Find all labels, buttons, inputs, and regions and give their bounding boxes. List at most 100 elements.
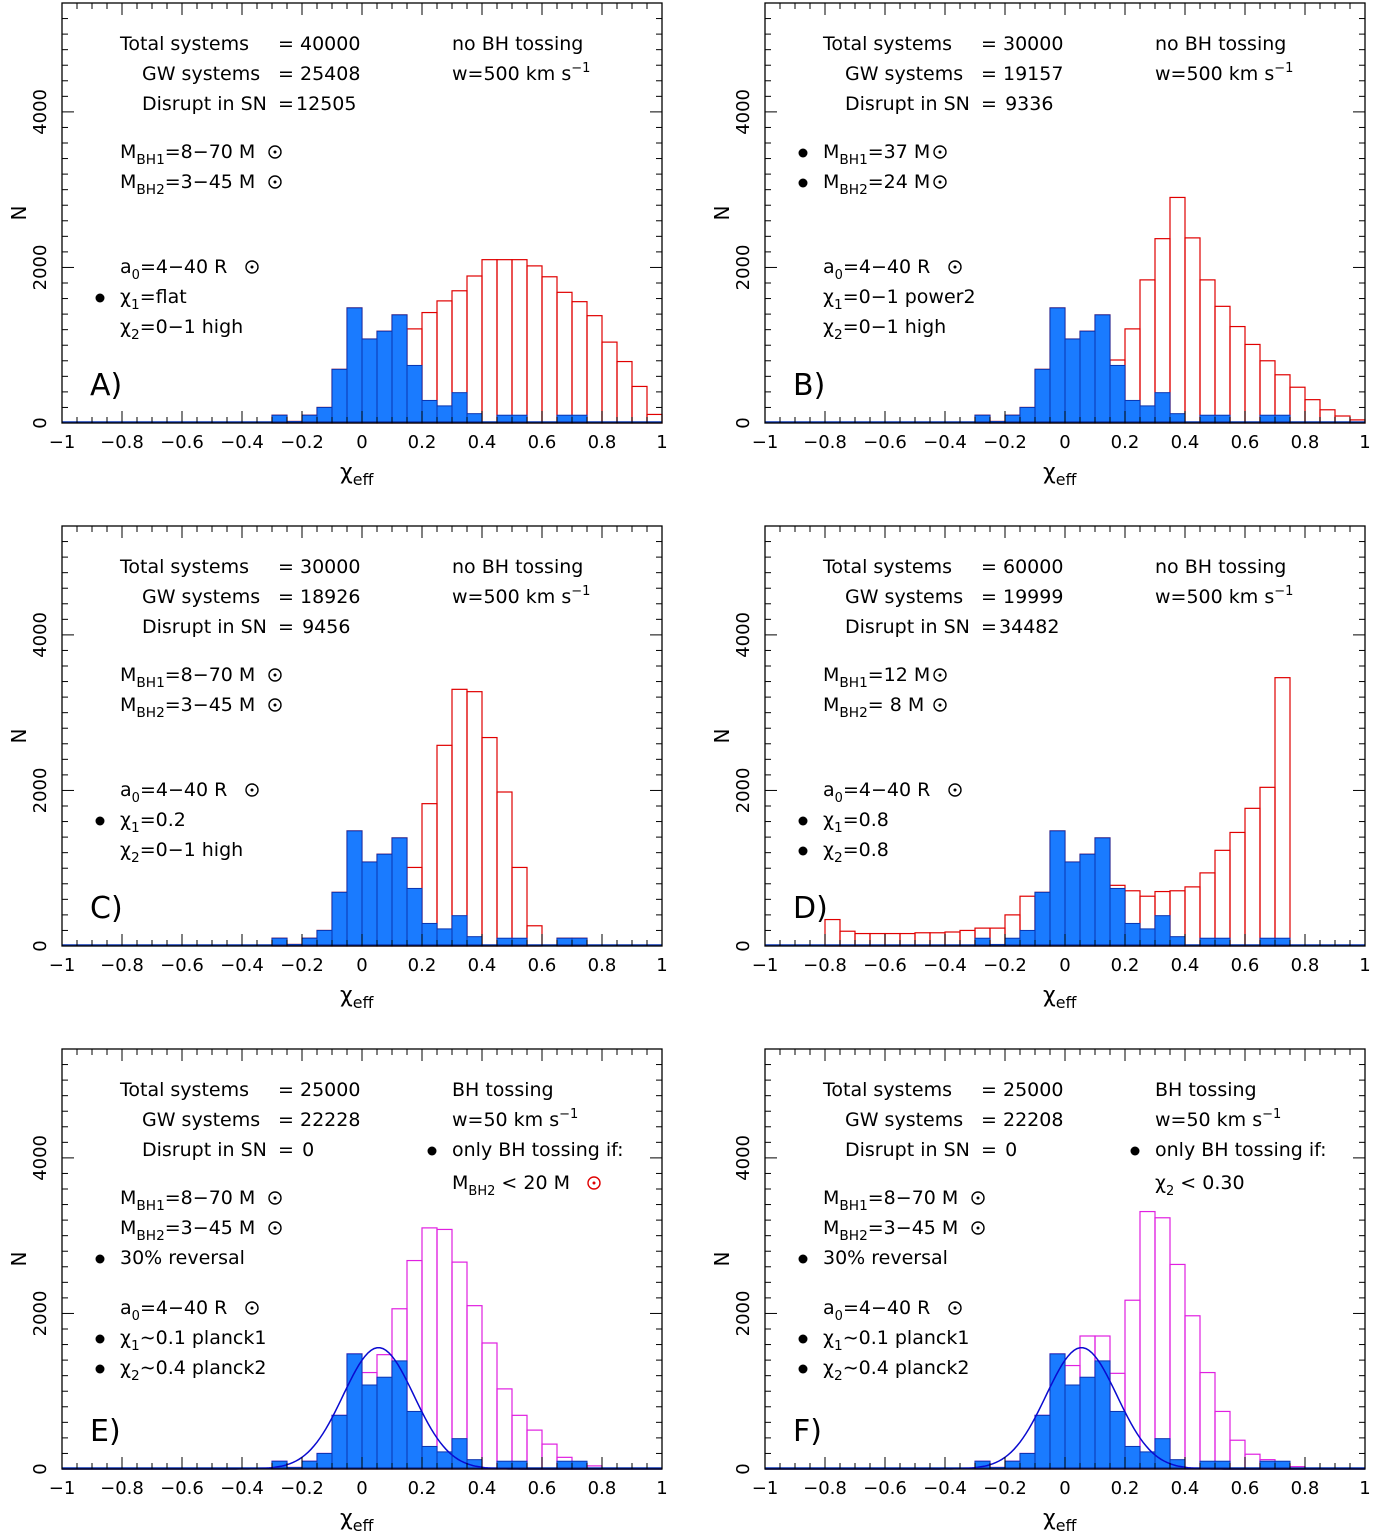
panel-label: C): [90, 891, 123, 926]
x-tick-label: −0.6: [160, 432, 204, 453]
filled-bar: [1079, 330, 1096, 424]
spin-chi1: χ1=0−1 power2: [823, 286, 976, 313]
sun-symbol: [268, 668, 282, 682]
eq: =: [278, 33, 294, 55]
bullet-marker: [798, 816, 808, 826]
bullet-marker: [798, 1254, 808, 1264]
x-tick-label: 0: [356, 432, 367, 453]
open-bar: [1139, 279, 1156, 424]
filled-bar: [1139, 928, 1156, 947]
bullet-marker: [798, 178, 808, 188]
filled-bar: [436, 405, 453, 424]
gw-label: GW systems: [845, 63, 963, 85]
filled-bar: [1109, 1410, 1126, 1470]
x-tick-label: 0.4: [468, 432, 497, 453]
y-axis-label: N: [710, 206, 734, 221]
filled-bar: [1019, 1452, 1036, 1470]
tossing-label: no BH tossing: [1155, 556, 1286, 578]
open-histogram: [271, 1227, 603, 1470]
x-tick-label: 0.2: [1111, 1478, 1140, 1499]
x-tick-label: −0.4: [923, 1478, 967, 1499]
eq: =: [278, 586, 294, 608]
open-bar: [1139, 1210, 1156, 1470]
x-tick-label: −1: [752, 955, 779, 976]
y-tick-label: 2000: [30, 245, 51, 291]
eq: =: [278, 63, 294, 85]
gw-label: GW systems: [845, 586, 963, 608]
kick-velocity: w=50 km s−1: [1155, 1107, 1281, 1131]
x-tick-label: 0.4: [1171, 1478, 1200, 1499]
separation: a0=4−40 R: [120, 1297, 227, 1324]
filled-histogram: [974, 830, 1291, 947]
open-bar: [481, 259, 498, 424]
filled-bar: [1139, 405, 1156, 424]
y-tick-label: 0: [733, 417, 754, 428]
annotation-text: Total systems = 25000 GW systems = 22208 Disru…: [798, 1079, 1327, 1384]
spin-chi2: χ2∼0.4 planck2: [823, 1357, 969, 1384]
toss-condition-value: χ2 < 0.30: [1155, 1172, 1245, 1199]
filled-bar: [1109, 364, 1126, 424]
annotation-text: Total systems = 30000 GW systems = 19157 Disru…: [798, 33, 1293, 343]
total-label: Total systems: [119, 1079, 249, 1101]
x-tick-label: −0.2: [983, 1478, 1027, 1499]
x-tick-label: 0.6: [528, 432, 557, 453]
x-tick-label: −0.2: [280, 432, 324, 453]
x-tick-label: 0.6: [528, 955, 557, 976]
open-bar: [1244, 1453, 1261, 1470]
filled-bar: [1019, 406, 1036, 424]
panel-label: E): [90, 1414, 121, 1449]
gw-value: 22208: [1003, 1109, 1063, 1131]
y-axis-label: N: [7, 1252, 31, 1267]
gw-label: GW systems: [142, 586, 260, 608]
total-value: 30000: [300, 556, 360, 578]
disrupt-label: Disrupt in SN: [845, 1139, 970, 1161]
y-tick-label: 0: [30, 940, 51, 951]
x-tick-label: 0.8: [588, 955, 617, 976]
y-tick-label: 0: [30, 417, 51, 428]
bullet-marker: [427, 1146, 437, 1156]
x-tick-label: 1: [1359, 955, 1370, 976]
filled-bar: [1049, 830, 1066, 947]
tossing-label: no BH tossing: [1155, 33, 1286, 55]
x-tick-label: −1: [752, 432, 779, 453]
eq: =: [278, 1109, 294, 1131]
gw-value: 22228: [300, 1109, 360, 1131]
panel-label: B): [793, 368, 825, 403]
gw-label: GW systems: [142, 63, 260, 85]
disrupt-label: Disrupt in SN: [142, 93, 267, 115]
x-tick-label: −0.6: [863, 955, 907, 976]
open-bar: [1229, 325, 1246, 424]
y-tick-label: 4000: [733, 89, 754, 135]
spin-chi2: χ2=0−1 high: [120, 316, 243, 343]
x-tick-label: 0: [1059, 1478, 1070, 1499]
filled-bar: [1064, 861, 1081, 947]
open-bar: [1184, 237, 1201, 424]
x-tick-label: −0.8: [803, 955, 847, 976]
x-tick-label: −0.2: [280, 1478, 324, 1499]
open-bar: [511, 259, 528, 424]
total-label: Total systems: [822, 1079, 952, 1101]
sun-symbol: [268, 698, 282, 712]
x-tick-label: −0.6: [863, 432, 907, 453]
x-tick-label: 0: [1059, 432, 1070, 453]
sun-symbol: [948, 783, 962, 797]
open-bar: [1199, 1371, 1216, 1470]
filled-bar: [346, 830, 363, 947]
filled-histogram: [974, 307, 1291, 424]
open-bar: [1214, 1410, 1231, 1470]
y-tick-label: 4000: [733, 1135, 754, 1181]
x-tick-label: −0.6: [160, 955, 204, 976]
filled-bar: [1139, 1451, 1156, 1470]
mass-bh2: MBH2=3−45 M: [823, 1217, 958, 1244]
x-tick-label: −0.6: [160, 1478, 204, 1499]
filled-bar: [1064, 338, 1081, 424]
gw-label: GW systems: [142, 1109, 260, 1131]
filled-bar: [451, 915, 468, 947]
y-tick-label: 4000: [30, 612, 51, 658]
disrupt-label: Disrupt in SN: [142, 1139, 267, 1161]
filled-bar: [1124, 399, 1141, 424]
open-bar: [1319, 409, 1336, 424]
gw-value: 19999: [1003, 586, 1063, 608]
bullet-marker: [1130, 1146, 1140, 1156]
